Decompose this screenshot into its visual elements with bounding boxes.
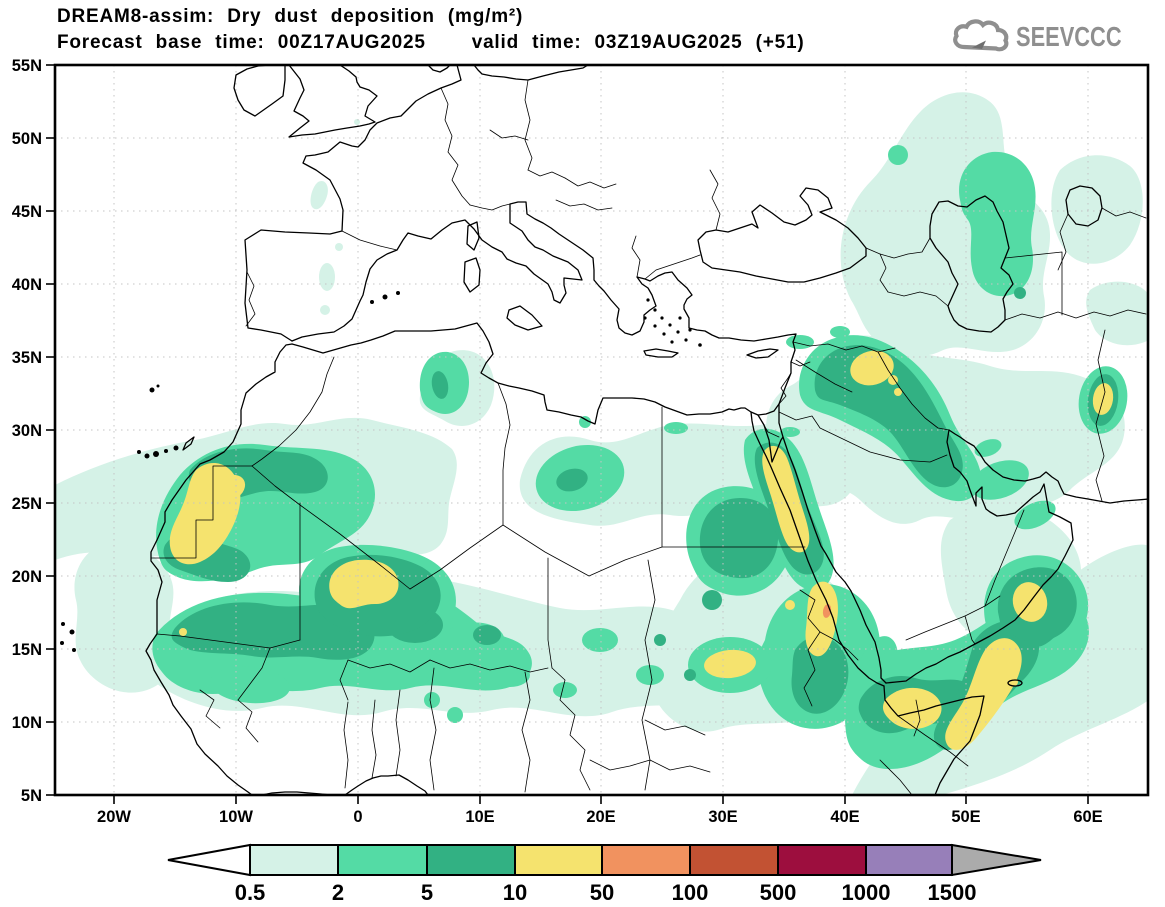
colorbar-label: 50 bbox=[590, 880, 614, 905]
lon-axis-label: 20W bbox=[97, 808, 131, 826]
title-block: DREAM8-assim: Dry dust deposition (mg/m²… bbox=[57, 4, 804, 56]
lon-axis-label: 40E bbox=[830, 808, 859, 826]
colorbar-right-arrow bbox=[951, 843, 1042, 877]
colorbar-label: 2 bbox=[332, 880, 344, 905]
colorbar-label: 10 bbox=[503, 880, 527, 905]
lat-axis-label: 15N bbox=[12, 641, 42, 659]
colorbar-label: 5 bbox=[421, 880, 433, 905]
colorbar-label: 1000 bbox=[842, 880, 891, 905]
lat-axis-label: 25N bbox=[12, 495, 42, 513]
small-islands bbox=[60, 291, 702, 652]
page-subtitle: Forecast base time: 00Z17AUG2025 valid ti… bbox=[57, 30, 804, 56]
lon-axis-labels: 20W 10W 0 10E 20E 30E 40E 50E 60E bbox=[97, 808, 1103, 826]
seevccc-logo: SEEVCCC bbox=[951, 18, 1151, 56]
colorbar-label: 500 bbox=[760, 880, 797, 905]
lat-axis-label: 5N bbox=[21, 787, 42, 805]
colorbar-band bbox=[337, 844, 428, 876]
country-borders bbox=[150, 79, 1147, 795]
lat-axis-label: 40N bbox=[12, 276, 42, 294]
colorbar-band bbox=[514, 844, 603, 876]
lat-axis-label: 10N bbox=[12, 714, 42, 732]
valid-time-text: valid time: 03Z19AUG2025 (+51) bbox=[471, 32, 805, 53]
colorbar-band bbox=[689, 844, 779, 876]
lat-axis-labels: 55N 50N 45N 40N 35N 30N 25N 20N 15N 10N … bbox=[12, 57, 42, 805]
colorbar-band bbox=[249, 844, 339, 876]
cloud-icon bbox=[952, 19, 1009, 52]
lon-axis-label: 60E bbox=[1073, 808, 1102, 826]
colorbar-band bbox=[777, 844, 867, 876]
lon-axis-label: 30E bbox=[708, 808, 737, 826]
colorbar-label: 1500 bbox=[928, 880, 977, 905]
axis-ticks bbox=[46, 64, 1089, 804]
lon-axis-label: 20E bbox=[586, 808, 615, 826]
page-title: DREAM8-assim: Dry dust deposition (mg/m²… bbox=[57, 6, 524, 27]
lon-axis-label: 10E bbox=[465, 808, 494, 826]
colorbar-band bbox=[426, 844, 516, 876]
colorbar-label: 100 bbox=[672, 880, 709, 905]
dust-shading bbox=[55, 65, 1148, 795]
lat-axis-label: 20N bbox=[12, 568, 42, 586]
lon-axis-label: 10W bbox=[219, 808, 253, 826]
graticule bbox=[55, 65, 1148, 795]
logo-text: SEEVCCC bbox=[1015, 21, 1122, 52]
lat-axis-label: 45N bbox=[12, 203, 42, 221]
colorbar-band bbox=[601, 844, 691, 876]
colorbar-labels: 0.5 2 5 10 50 100 500 1000 1500 bbox=[235, 880, 977, 905]
lat-axis-label: 35N bbox=[12, 349, 42, 367]
lat-axis-label: 30N bbox=[12, 422, 42, 440]
lat-axis-label: 55N bbox=[12, 57, 42, 75]
colorbar-label: 0.5 bbox=[235, 880, 266, 905]
lat-axis-label: 50N bbox=[12, 130, 42, 148]
colorbar-left-arrow bbox=[167, 843, 251, 877]
colorbar-band bbox=[865, 844, 953, 876]
lon-axis-label: 0 bbox=[353, 808, 362, 826]
dust-layer-10 bbox=[169, 350, 1114, 750]
lon-axis-label: 50E bbox=[951, 808, 980, 826]
color-scale-bar: 0.5 2 5 10 50 100 500 1000 1500 bbox=[167, 843, 1042, 905]
base-time-text: Forecast base time: 00Z17AUG2025 bbox=[57, 32, 426, 53]
